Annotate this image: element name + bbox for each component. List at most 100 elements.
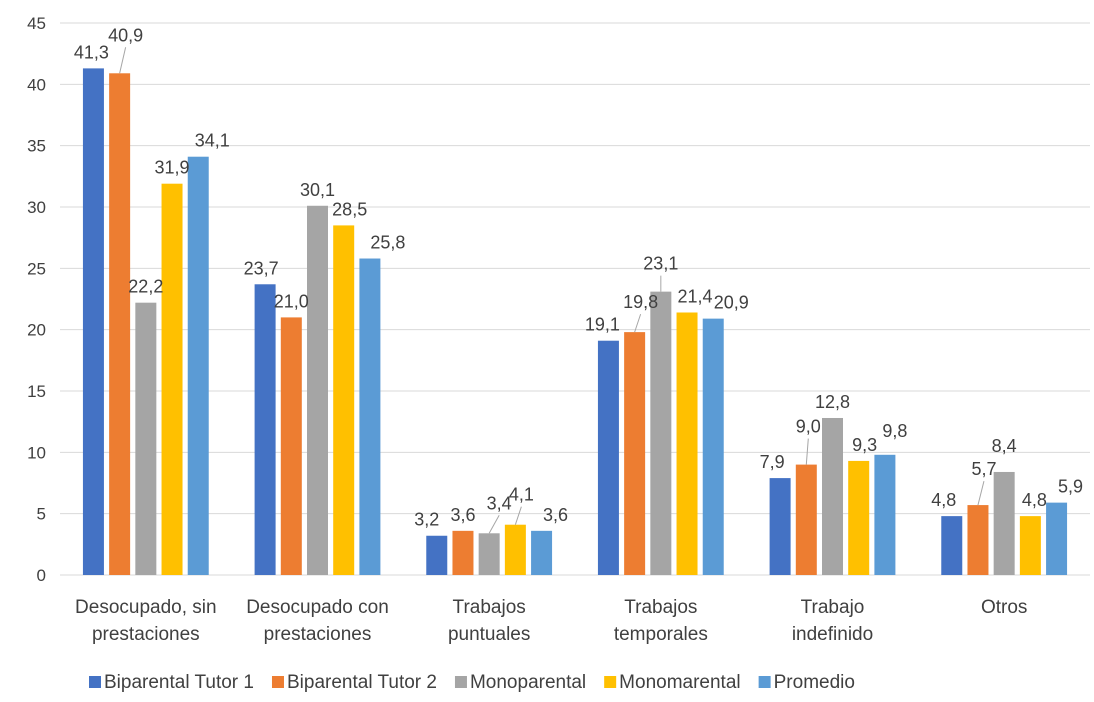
bar [161,183,183,575]
bar [478,533,500,575]
data-labels: 41,3 23,7 3,2 19,1 7,9 4,8 40,9 21,0 3,6 19,8 9,0 5… [74,25,1083,529]
data-label: 23,7 [244,258,279,278]
x-category-label: Desocupado con [246,597,389,618]
bar [254,284,276,575]
data-label: 7,9 [760,452,785,472]
x-axis-category-labels: Desocupado, sin prestaciones Desocupado co… [75,597,1027,645]
data-label: 40,9 [108,25,143,45]
bar [624,332,646,575]
legend-label: Biparental Tutor 1 [104,672,254,693]
bar [993,471,1015,575]
legend-item: Biparental Tutor 1 [89,672,254,693]
bar [426,535,448,575]
data-label: 21,0 [274,291,309,311]
data-label: 22,2 [128,277,163,297]
bar [109,73,131,575]
leader-line [514,506,522,525]
y-tick-label: 25 [27,259,46,278]
leader-line [977,480,985,506]
y-tick-label: 45 [27,14,46,33]
bar [187,156,209,575]
y-tick-label: 30 [27,198,46,217]
bar [307,205,328,576]
data-label: 4,8 [931,490,956,510]
x-category-label: Trabajo [801,597,865,618]
x-category-label: temporales [614,624,708,645]
bar [504,524,526,575]
data-label: 25,8 [370,233,405,253]
legend-item: Biparental Tutor 2 [271,672,437,693]
data-label: 30,1 [300,180,335,200]
legend: Biparental Tutor 1 Biparental Tutor 2 Mono… [89,672,855,693]
data-label: 34,1 [195,131,230,151]
data-label: 3,2 [414,510,439,530]
bar [941,516,963,575]
data-label: 4,8 [1022,490,1047,510]
data-label: 9,3 [852,435,877,455]
leader-line [119,47,127,74]
data-label: 9,8 [882,421,907,441]
data-label: 20,9 [714,293,749,313]
data-label: 3,4 [487,493,512,513]
bar [848,460,870,575]
legend-label: Promedio [774,672,855,693]
data-label: 3,6 [450,505,475,525]
y-tick-label: 35 [27,137,46,156]
data-label: 21,4 [678,286,713,306]
y-axis-tick-labels: 0 5 10 15 20 25 30 35 40 45 [27,14,46,585]
bar [874,454,896,575]
legend-item: Promedio [758,672,855,693]
legend-swatch [271,676,284,688]
data-label: 23,1 [643,254,678,274]
x-category-label: indefinido [792,624,873,645]
legend-swatch [454,676,467,688]
x-category-label: prestaciones [92,624,200,645]
data-label: 19,1 [585,315,620,335]
leader-line [634,313,642,333]
legend-swatch [604,676,617,688]
data-label: 3,6 [543,505,568,525]
data-label: 19,8 [623,292,658,312]
bar [822,417,843,575]
bar [531,530,553,575]
y-tick-label: 10 [27,443,46,462]
data-label: 5,9 [1058,477,1083,497]
y-tick-label: 5 [37,505,46,524]
legend-item: Monomarental [604,672,741,693]
data-label: 9,0 [796,417,821,437]
bar [597,340,619,575]
bars [82,68,1068,576]
y-tick-label: 40 [27,75,46,94]
y-tick-label: 15 [27,382,46,401]
bar [1046,502,1068,575]
x-category-label: Trabajos [453,597,526,618]
x-category-label: Otros [981,597,1027,618]
bar [333,225,355,575]
legend-label: Monoparental [470,672,586,693]
x-category-label: Desocupado, sin [75,597,217,618]
bar [676,312,698,575]
bar [359,258,381,575]
x-category-label: puntuales [448,624,530,645]
data-label: 5,7 [971,459,996,479]
data-label: 41,3 [74,42,109,62]
bar [280,317,302,575]
bar [1019,516,1041,575]
data-label: 31,9 [155,158,190,178]
data-label: 12,8 [815,392,850,412]
y-tick-label: 0 [37,566,46,585]
gridlines [60,22,1090,576]
leader-line [805,438,809,465]
legend-swatch [89,676,101,688]
data-label: 8,4 [992,436,1017,456]
bar [82,68,104,576]
bar [650,291,672,575]
bar [795,464,817,575]
x-category-label: Trabajos [624,597,697,618]
leader-line [488,515,500,534]
legend-label: Biparental Tutor 2 [287,672,437,693]
bar [769,478,791,575]
legend-swatch [758,676,771,688]
